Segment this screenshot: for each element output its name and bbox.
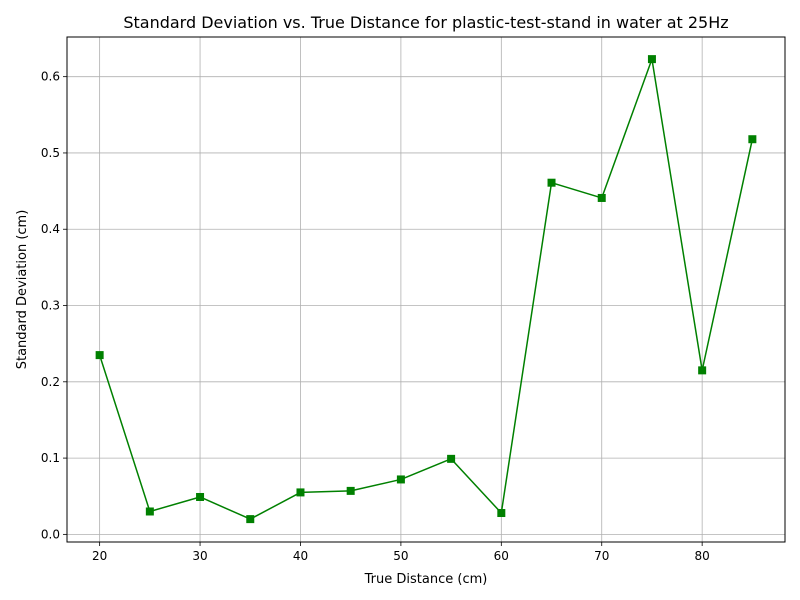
data-point-marker (597, 193, 606, 202)
data-point-marker (396, 475, 405, 484)
data-point-marker (748, 135, 757, 144)
data-point-marker (497, 509, 506, 518)
chart-title: Standard Deviation vs. True Distance for… (123, 13, 728, 32)
data-point-marker (346, 486, 355, 495)
y-tick-label: 0.1 (41, 451, 60, 465)
data-point-marker (698, 366, 707, 375)
y-tick-label: 0.5 (41, 146, 60, 160)
axis-ticks: 20 30 40 50 60 70 80 0.0 0.1 0.2 0.3 0.4 0.5 0.6 (41, 70, 710, 563)
data-point-marker (95, 351, 104, 360)
x-axis-label: True Distance (cm) (364, 572, 488, 587)
y-tick-label: 0.0 (41, 527, 60, 541)
data-point-marker (196, 492, 205, 501)
x-tick-label: 70 (594, 549, 609, 563)
data-point-marker (145, 507, 154, 516)
series-line (98, 58, 754, 520)
data-point-marker (246, 515, 255, 524)
plot-frame (66, 36, 786, 543)
x-tick-label: 20 (92, 549, 107, 563)
x-tick-label: 50 (393, 549, 408, 563)
y-tick-label: 0.6 (41, 70, 60, 84)
y-tick-label: 0.4 (41, 222, 60, 236)
x-tick-label: 60 (494, 549, 509, 563)
data-point-marker (296, 488, 305, 497)
data-point-marker (447, 454, 456, 463)
x-tick-label: 80 (695, 549, 710, 563)
grid (67, 37, 785, 542)
data-series (95, 55, 757, 524)
x-tick-label: 30 (192, 549, 207, 563)
x-tick-label: 40 (293, 549, 308, 563)
y-axis-label: Standard Deviation (cm) (15, 210, 30, 370)
data-point-marker (547, 178, 556, 187)
data-point-marker (647, 55, 656, 64)
y-tick-label: 0.2 (41, 375, 60, 389)
y-tick-label: 0.3 (41, 299, 60, 313)
